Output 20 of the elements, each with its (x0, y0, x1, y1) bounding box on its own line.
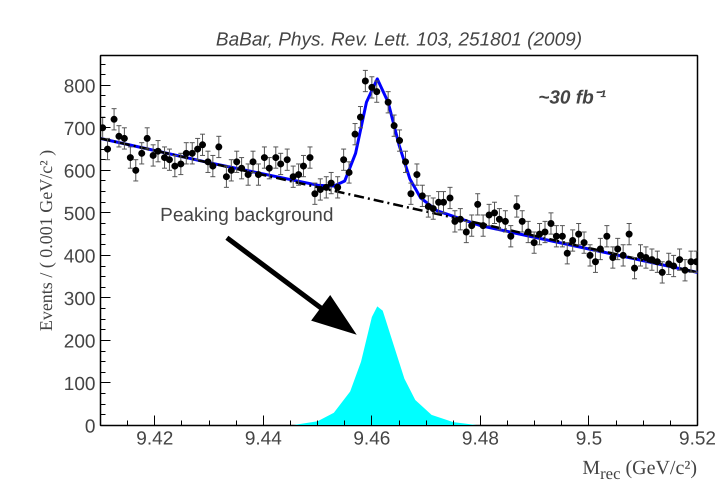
annotation: Peaking background (160, 204, 334, 226)
y-tick-label: 500 (64, 204, 96, 225)
y-tick-label: 400 (64, 246, 96, 268)
y-tick-label: 100 (64, 374, 96, 395)
y-axis-title: Events / ( 0.001 GeV/c² ) (36, 150, 56, 332)
y-tick-label: 600 (64, 161, 96, 182)
x-axis-title: M$_{rec}$ (GeV/c²) (581, 457, 697, 485)
x-tick-label: 9.42 (136, 428, 174, 450)
y-tick-label: 300 (64, 288, 96, 310)
x-tick-label: 9.44 (244, 428, 282, 450)
annotation: ~30 fb⁻¹ (538, 88, 607, 109)
y-tick-label: 800 (64, 76, 96, 98)
x-tick-label: 9.52 (679, 428, 716, 450)
y-tick-label: 700 (64, 118, 96, 140)
y-tick-label: 0 (84, 416, 96, 438)
x-tick-label: 9.46 (353, 428, 390, 450)
chart-title: BaBar, Phys. Rev. Lett. 103, 251801 (2009) (216, 30, 582, 50)
x-tick-label: 9.5 (576, 428, 602, 450)
y-tick-label: 200 (64, 331, 96, 352)
x-tick-label: 9.48 (462, 428, 499, 450)
